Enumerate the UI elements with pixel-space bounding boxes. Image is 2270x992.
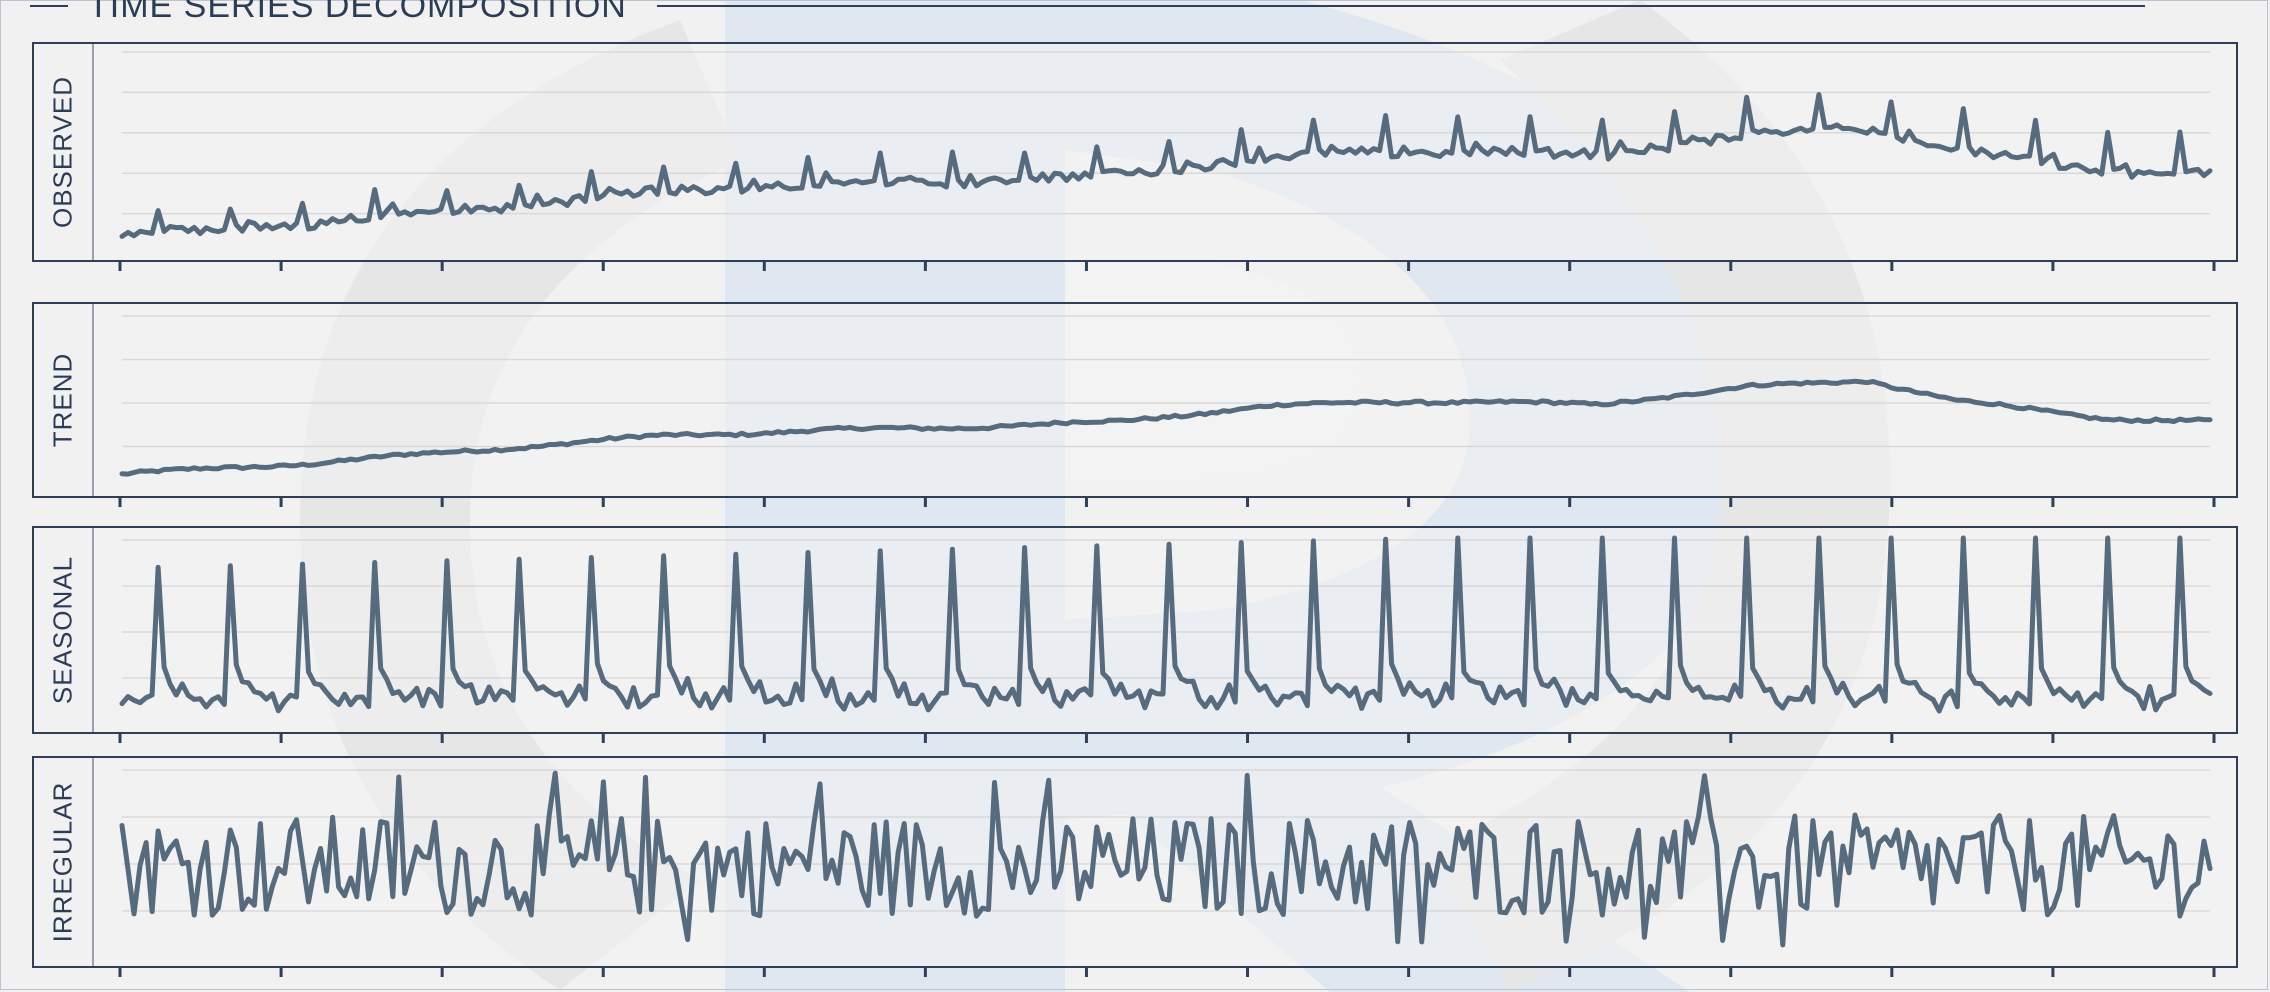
- panel-label-observed: OBSERVED: [47, 75, 78, 229]
- chart-title-bar: TIME SERIES DECOMPOSITION: [30, 0, 2145, 26]
- trend-plot: [92, 304, 2236, 507]
- panel-label-trend: TREND: [47, 352, 78, 448]
- panel-label-box: IRREGULAR: [34, 758, 94, 966]
- title-rule-left: [30, 5, 68, 7]
- observed-plot: [92, 44, 2236, 271]
- panel-label-irregular: IRREGULAR: [47, 781, 78, 943]
- panel-label-box: OBSERVED: [34, 44, 94, 260]
- trend-plot-background: [92, 304, 2236, 496]
- panel-label-box: SEASONAL: [34, 528, 94, 732]
- irregular-series-line: [119, 770, 2213, 948]
- watermark-arc: [300, 20, 740, 990]
- trend-series-line: [119, 378, 2213, 477]
- seasonal-series-line: [119, 535, 2213, 714]
- panel-label-seasonal: SEASONAL: [47, 555, 78, 705]
- chart-title: TIME SERIES DECOMPOSITION: [88, 0, 627, 25]
- title-rule-right: [656, 5, 2145, 7]
- panel-label-box: TREND: [34, 304, 94, 496]
- seasonal-plot: [92, 528, 2236, 743]
- irregular-plot-background: [92, 758, 2236, 966]
- irregular-plot: [92, 758, 2236, 977]
- observed-series-line: [119, 92, 2213, 239]
